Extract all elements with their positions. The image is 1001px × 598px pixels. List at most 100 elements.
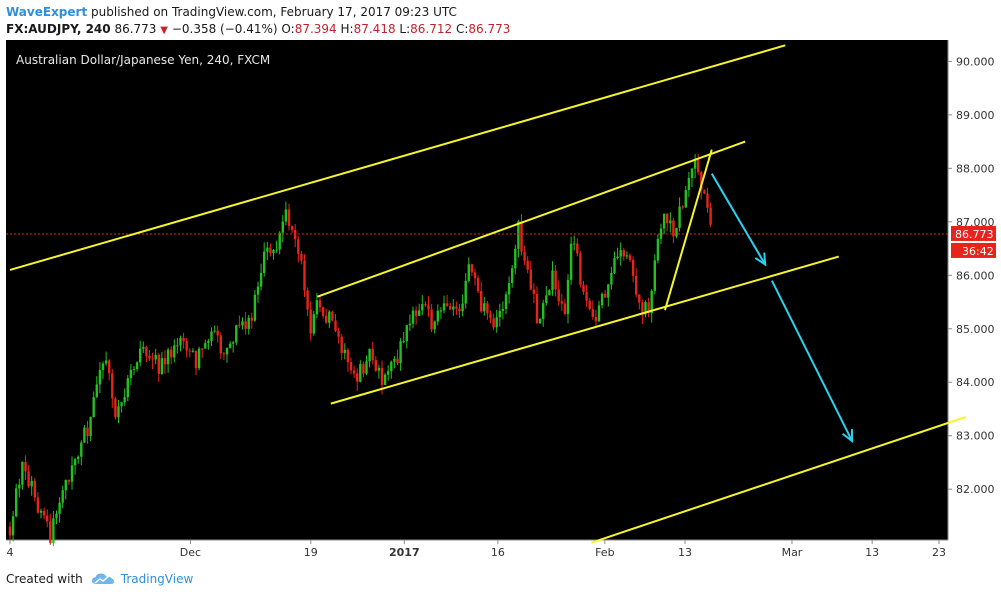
- created-with-label: Created with: [6, 572, 83, 586]
- candle: [73, 457, 77, 475]
- price-chart[interactable]: 82.000 83.000 84.000 85.000 86.000 87.000 88.0…: [0, 40, 1001, 564]
- publish-line: WaveExpert published on TradingView.com,…: [6, 5, 457, 19]
- candle: [520, 214, 523, 256]
- candle: [182, 332, 185, 349]
- candle: [659, 223, 663, 244]
- candle: [489, 310, 492, 324]
- candle: [402, 332, 405, 344]
- candle: [331, 310, 334, 322]
- price-change: −0.358 (−0.41%): [171, 22, 278, 36]
- candle: [560, 293, 563, 311]
- tradingview-cloud-icon: [91, 573, 114, 584]
- candle: [517, 219, 520, 258]
- arrow-projection[interactable]: [771, 280, 854, 444]
- candle: [210, 327, 213, 347]
- candle: [591, 300, 594, 320]
- candle: [610, 266, 613, 290]
- candle: [569, 236, 573, 285]
- candle: [359, 360, 362, 383]
- y-tick-label: 90.000: [956, 55, 995, 68]
- y-tick-label: 88.000: [956, 162, 995, 175]
- candle: [166, 347, 170, 373]
- candle: [396, 349, 399, 366]
- candle: [628, 253, 632, 262]
- candle: [526, 256, 529, 274]
- candle: [622, 248, 625, 261]
- symbol-label: FX:AUDJPY, 240: [6, 22, 111, 36]
- candle: [343, 343, 346, 360]
- candle: [588, 297, 591, 311]
- candle: [24, 455, 27, 481]
- candle: [476, 275, 480, 294]
- candle: [427, 296, 430, 317]
- candle: [275, 240, 278, 253]
- candle: [30, 475, 33, 496]
- candle: [542, 299, 545, 327]
- author-link[interactable]: WaveExpert: [6, 5, 88, 19]
- trend-line[interactable]: [317, 140, 746, 298]
- candle: [297, 236, 300, 263]
- trend-line[interactable]: [591, 416, 967, 544]
- candle: [483, 296, 486, 316]
- trend-line[interactable]: [9, 44, 786, 271]
- candle: [625, 251, 629, 260]
- candle: [52, 510, 55, 547]
- candle: [495, 309, 498, 333]
- candle: [507, 276, 511, 304]
- candle: [111, 369, 114, 408]
- candle: [272, 248, 275, 260]
- candle: [104, 351, 108, 366]
- candle: [486, 300, 489, 320]
- candle: [33, 477, 36, 502]
- candle: [21, 461, 24, 490]
- svg-text:86.773: 86.773: [955, 228, 994, 241]
- chart-title: Australian Dollar/Japanese Yen, 240, FXC…: [16, 53, 270, 67]
- candle: [362, 361, 365, 378]
- candle: [244, 312, 247, 335]
- candle: [703, 189, 706, 195]
- candle: [58, 497, 61, 523]
- trend-line[interactable]: [330, 255, 840, 405]
- candle: [684, 185, 687, 208]
- candle: [644, 300, 647, 318]
- candle: [89, 416, 92, 442]
- candle: [42, 507, 46, 520]
- candle: [653, 254, 656, 295]
- candle: [142, 341, 145, 353]
- y-tick-label: 86.000: [956, 269, 995, 282]
- candle: [83, 424, 86, 443]
- x-axis-ticks: 4 Dec 19 2017 16 Feb 13 Mar 13 23: [7, 540, 946, 559]
- candle: [467, 257, 470, 283]
- open-value: 87.394: [294, 22, 337, 36]
- candle: [573, 235, 576, 251]
- candle: [529, 260, 532, 291]
- arrow-projection[interactable]: [710, 173, 767, 267]
- candle: [383, 372, 387, 386]
- candle: [300, 250, 303, 265]
- candle: [557, 280, 560, 306]
- x-tick-label: 13: [678, 546, 692, 559]
- candle: [266, 241, 269, 261]
- candle: [235, 324, 238, 346]
- trend-line[interactable]: [664, 149, 713, 311]
- candle: [393, 355, 396, 369]
- y-tick-label: 87.000: [956, 216, 995, 229]
- candle: [545, 285, 548, 306]
- candle: [492, 313, 495, 331]
- candle: [387, 365, 390, 381]
- candle: [442, 295, 446, 314]
- candle: [232, 340, 235, 353]
- candle: [80, 440, 83, 466]
- candle: [253, 290, 257, 322]
- tradingview-link[interactable]: TradingView: [120, 572, 194, 586]
- candle: [579, 250, 582, 288]
- countdown-tag: 36:42: [951, 242, 996, 258]
- candle: [405, 324, 408, 349]
- candle: [337, 327, 340, 344]
- candle: [151, 352, 154, 370]
- time-axis[interactable]: [6, 540, 948, 564]
- candle: [321, 306, 325, 319]
- candle: [126, 375, 129, 402]
- candle: [170, 346, 173, 365]
- price-axis[interactable]: [948, 40, 1001, 540]
